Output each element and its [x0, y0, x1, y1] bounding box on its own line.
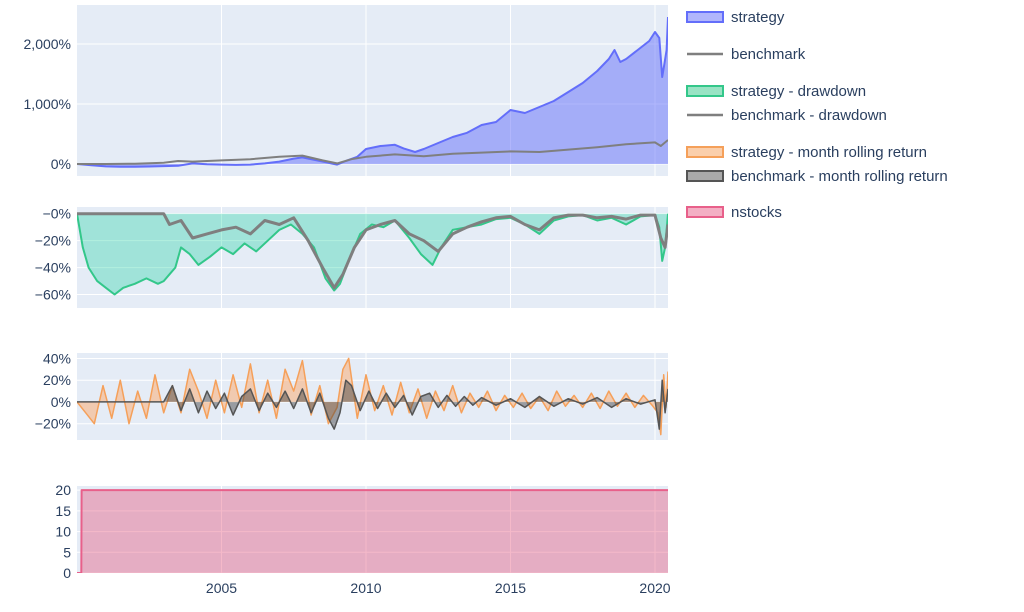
legend-label: nstocks [731, 204, 782, 221]
y-tick-label: 20 [55, 482, 71, 498]
series-line-nstocks [77, 489, 668, 573]
y-tick-label: 15 [55, 503, 71, 519]
legend-swatch [686, 170, 724, 182]
x-tick-label: 2010 [350, 580, 381, 596]
y-tick-label: −20% [35, 233, 71, 249]
y-tick-label: 10 [55, 524, 71, 540]
y-tick-label: 0 [63, 565, 71, 581]
series-group [77, 357, 668, 436]
legend-label: benchmark - drawdown [731, 107, 887, 124]
legend-item[interactable]: strategy - month rolling return [686, 144, 927, 161]
plot-area [77, 353, 668, 440]
legend-swatch [686, 85, 724, 97]
series-line-benchmark-drawdown [77, 212, 668, 290]
series-line-benchmark-month-rolling-return [77, 379, 668, 430]
y-tick-label: −20% [35, 416, 71, 432]
legend-item[interactable]: benchmark - drawdown [687, 107, 887, 124]
y-tick-label: 0% [51, 156, 71, 172]
legend-item[interactable]: nstocks [686, 204, 782, 221]
y-tick-label: 5 [63, 544, 71, 560]
y-tick-label: 0% [51, 394, 71, 410]
legend-label: benchmark [731, 46, 806, 63]
y-tick-label: −0% [43, 206, 71, 222]
series-area-strategy-drawdown [77, 213, 668, 295]
panel-drawdown: −0% −20% −40% −60% [35, 206, 668, 308]
legend-swatch [686, 206, 724, 218]
chart-panels: 0% 1,000% 2,000% −0% −20% −40% −60% 40% 20% 0% −20… [24, 5, 671, 596]
legend-item[interactable]: benchmark - month rolling return [686, 168, 948, 185]
series-line-strategy [77, 16, 668, 168]
legend-item[interactable]: strategy [686, 9, 785, 26]
y-tick-label: 40% [43, 350, 71, 366]
x-tick-label: 2005 [206, 580, 237, 596]
panel-month_rolling_return: 40% 20% 0% −20% [35, 350, 668, 440]
legend-swatch [686, 11, 724, 23]
series-area-strategy-month-rolling-return [77, 358, 668, 435]
series-line-strategy-month-rolling-return [77, 357, 668, 436]
series-area-nstocks [77, 490, 668, 573]
y-tick-label: 1,000% [24, 96, 71, 112]
legend-swatch [686, 146, 724, 158]
legend[interactable]: strategy benchmark strategy - drawdown benc… [686, 9, 948, 221]
x-tick-label: 2020 [639, 580, 670, 596]
y-tick-label: 2,000% [24, 36, 71, 52]
y-tick-label: 20% [43, 372, 71, 388]
y-tick-label: −60% [35, 287, 71, 303]
legend-label: strategy - month rolling return [731, 144, 927, 161]
legend-item[interactable]: strategy - drawdown [686, 83, 866, 100]
y-tick-label: −40% [35, 260, 71, 276]
series-group [77, 212, 668, 296]
panel-cumulative_return: 0% 1,000% 2,000% [24, 5, 668, 176]
legend-label: benchmark - month rolling return [731, 168, 948, 185]
series-line-benchmark [77, 139, 668, 165]
plot-area [77, 486, 668, 573]
series-area-strategy [77, 17, 668, 167]
x-tick-label: 2015 [495, 580, 526, 596]
series-group [77, 16, 668, 168]
legend-label: strategy [731, 9, 785, 26]
legend-item[interactable]: benchmark [687, 46, 806, 63]
legend-label: strategy - drawdown [731, 83, 866, 100]
series-group [77, 489, 668, 573]
panel-nstocks: 0 5 10 15 20 2005 2010 2015 2020 [55, 482, 670, 596]
